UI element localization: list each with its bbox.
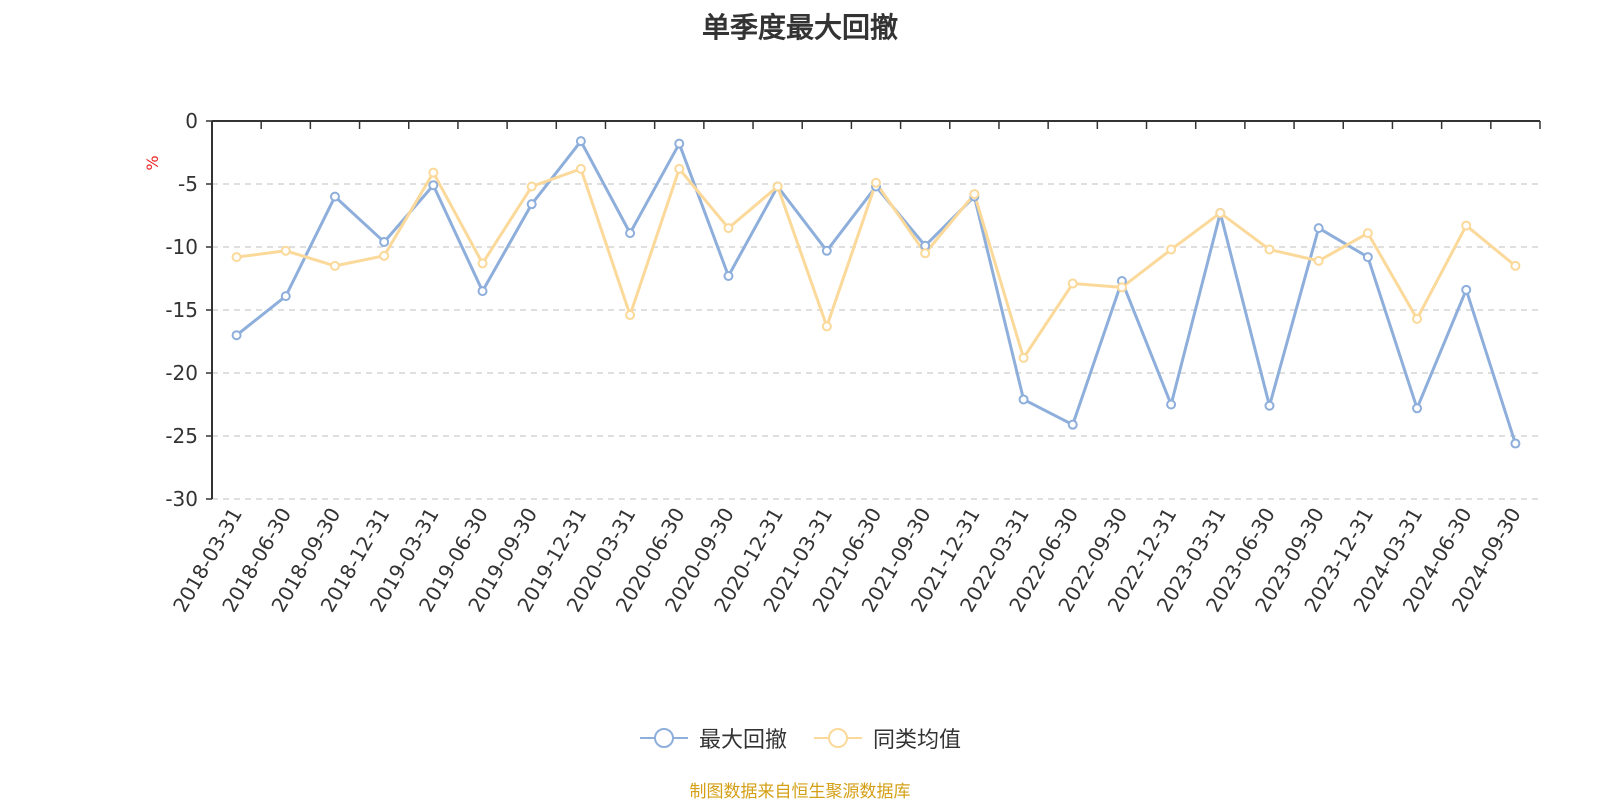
data-point-series-1 <box>379 250 390 261</box>
y-axis-label: % <box>143 155 162 170</box>
data-point-series-1 <box>477 258 488 269</box>
y-tick-label: -15 <box>165 298 198 322</box>
series-line-1 <box>236 167 1517 360</box>
data-point-series-0 <box>1510 438 1521 449</box>
y-tick-label: -5 <box>178 172 198 196</box>
legend-marker-series-1 <box>814 728 862 748</box>
data-point-series-0 <box>1067 419 1078 430</box>
y-tick-label: 0 <box>185 109 198 133</box>
data-point-series-1 <box>1116 282 1127 293</box>
data-point-series-0 <box>1362 252 1373 263</box>
chart-title: 单季度最大回撤 <box>701 11 898 44</box>
data-point-series-0 <box>1412 403 1423 414</box>
data-point-series-0 <box>821 245 832 256</box>
data-point-series-1 <box>920 248 931 259</box>
data-point-series-1 <box>575 163 586 174</box>
legend-item-series-1[interactable]: 同类均值 <box>813 722 961 754</box>
data-point-series-0 <box>1313 223 1324 234</box>
data-point-series-0 <box>625 228 636 239</box>
data-point-series-0 <box>1018 394 1029 405</box>
data-point-series-0 <box>575 136 586 147</box>
y-tick-label: -20 <box>165 361 198 385</box>
data-point-series-1 <box>625 310 636 321</box>
y-tick-label: -30 <box>165 487 198 511</box>
data-point-series-1 <box>1313 255 1324 266</box>
legend-marker-series-0 <box>639 728 688 748</box>
data-point-series-0 <box>674 138 685 149</box>
data-point-series-1 <box>280 245 291 256</box>
legend: 最大回撤 同类均值 <box>0 722 1600 754</box>
data-point-series-1 <box>1510 260 1521 271</box>
data-point-series-1 <box>723 223 734 234</box>
data-point-series-1 <box>821 321 832 332</box>
data-point-series-1 <box>1215 207 1226 218</box>
y-tick-label: -10 <box>165 235 198 259</box>
data-point-series-1 <box>1362 228 1373 239</box>
data-point-series-0 <box>1264 400 1275 411</box>
legend-label-series-1: 同类均值 <box>873 728 962 753</box>
data-point-series-1 <box>674 163 685 174</box>
legend-item-series-0[interactable]: 最大回撤 <box>639 722 787 754</box>
source-note: 制图数据来自恒生聚源数据库 <box>689 782 911 802</box>
data-point-series-0 <box>1166 399 1177 410</box>
data-point-series-1 <box>1461 220 1472 231</box>
data-point-series-1 <box>231 252 242 263</box>
data-point-series-1 <box>871 177 881 188</box>
data-point-series-1 <box>526 181 537 192</box>
data-point-series-0 <box>231 330 242 341</box>
data-point-series-1 <box>1412 313 1423 324</box>
data-point-series-0 <box>1461 284 1472 295</box>
y-tick-label: -25 <box>165 424 198 448</box>
data-point-series-1 <box>772 181 783 192</box>
data-point-series-1 <box>329 260 340 271</box>
data-point-series-0 <box>329 191 340 202</box>
data-point-series-1 <box>1166 244 1177 255</box>
data-point-series-1 <box>1264 244 1275 255</box>
data-point-series-1 <box>1018 352 1029 363</box>
data-point-series-0 <box>477 286 488 297</box>
data-point-series-0 <box>280 291 291 302</box>
data-point-series-0 <box>526 199 537 210</box>
legend-label-series-0: 最大回撤 <box>698 728 787 753</box>
data-point-series-1 <box>428 167 439 178</box>
data-point-series-0 <box>723 270 734 281</box>
data-point-series-1 <box>969 189 980 200</box>
data-point-series-0 <box>428 180 439 191</box>
data-point-series-1 <box>1067 278 1078 289</box>
data-point-series-0 <box>379 236 390 247</box>
